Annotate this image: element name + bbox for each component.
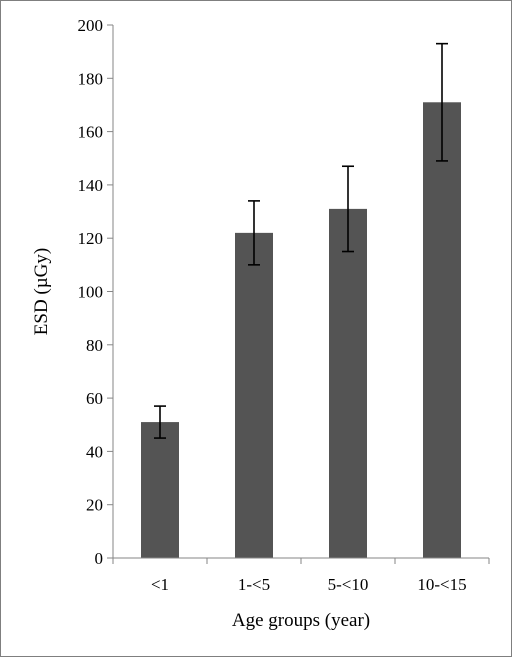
y-tick-label: 140 <box>78 176 104 195</box>
bar-1 <box>235 232 273 558</box>
x-tick-label: 10-<15 <box>417 575 466 594</box>
bar-2 <box>329 208 367 558</box>
bars <box>141 102 461 558</box>
x-tick-label: 1-<5 <box>238 575 270 594</box>
y-tick-label: 120 <box>78 229 104 248</box>
bar-3 <box>423 102 461 558</box>
x-tick-label: 5-<10 <box>328 575 369 594</box>
y-tick-label: 100 <box>78 283 104 302</box>
y-tick-label: 180 <box>78 69 104 88</box>
x-axis-ticks: <1 1-<5 5-<10 10-<15 <box>112 558 490 594</box>
y-tick-label: 200 <box>78 16 104 35</box>
y-tick-label: 60 <box>86 389 103 408</box>
y-tick-label: 160 <box>78 123 104 142</box>
bar-0 <box>141 422 179 558</box>
error-bars <box>154 42 448 439</box>
y-axis-ticks: 0 20 40 60 80 100 120 140 160 180 200 <box>78 16 113 568</box>
y-tick-label: 40 <box>86 442 103 461</box>
y-tick-label: 80 <box>86 336 103 355</box>
y-tick-label: 0 <box>95 549 104 568</box>
y-axis-title: ESD (µGy) <box>31 248 52 335</box>
x-axis-title: Age groups (year) <box>232 610 370 631</box>
x-tick-label: <1 <box>151 575 169 594</box>
y-tick-label: 20 <box>86 496 103 515</box>
